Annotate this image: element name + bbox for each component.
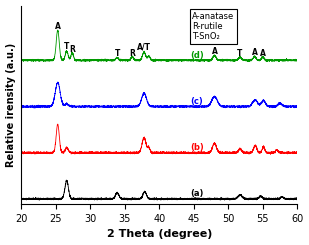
Text: R: R: [69, 45, 75, 54]
Text: A: A: [252, 48, 257, 57]
Text: A: A: [212, 47, 218, 56]
Text: (a): (a): [190, 189, 204, 198]
Text: A-anatase
R-rutile
T-SnO₂: A-anatase R-rutile T-SnO₂: [193, 12, 235, 41]
Text: T: T: [114, 49, 120, 59]
Text: A: A: [55, 22, 61, 31]
Text: R: R: [129, 49, 135, 58]
Text: A: A: [260, 49, 266, 58]
X-axis label: 2 Theta (degree): 2 Theta (degree): [107, 230, 212, 239]
Text: T: T: [64, 42, 70, 51]
Y-axis label: Relative irensity (a.u.): Relative irensity (a.u.): [6, 43, 15, 167]
Text: A/T: A/T: [137, 43, 151, 52]
Text: (c): (c): [190, 97, 203, 106]
Text: T: T: [237, 49, 243, 58]
Text: (d): (d): [190, 51, 204, 60]
Text: (b): (b): [190, 143, 204, 152]
